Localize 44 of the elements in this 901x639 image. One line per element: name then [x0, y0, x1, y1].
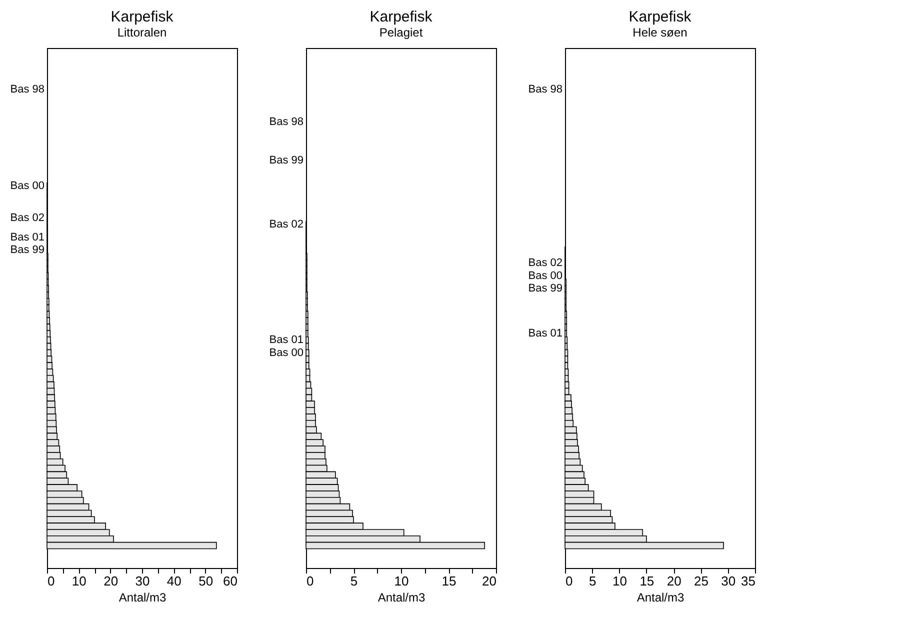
x-tick-label: 40 [166, 574, 182, 588]
y-tick-label: Bas 98 [269, 116, 304, 128]
chart-title: Karpefisk [628, 8, 692, 26]
chart-subtitle: Pelagiet [379, 26, 424, 40]
chart-subtitle: Littoralen [117, 26, 167, 40]
x-tick-label: 10 [72, 574, 86, 588]
y-tick-label: Bas 99 [10, 244, 44, 256]
x-tick-label: 0 [566, 574, 573, 588]
y-tick-label: Bas 98 [528, 84, 562, 96]
x-axis-title: Antal/m3 [378, 590, 426, 604]
x-tick-label: 50 [198, 574, 214, 588]
y-tick-label: Bas 02 [528, 257, 562, 270]
y-tick-label: Bas 99 [269, 154, 304, 166]
y-tick-label: Bas 99 [528, 282, 562, 295]
x-axis-title: Antal/m3 [118, 590, 166, 604]
x-tick-label: 20 [482, 574, 496, 588]
x-tick-label: 15 [640, 574, 654, 588]
x-tick-label: 60 [223, 574, 238, 588]
x-tick-label: 5 [350, 574, 358, 588]
x-tick-label: 10 [612, 574, 628, 588]
y-tick-label: Bas 02 [10, 212, 44, 224]
x-tick-label: 35 [741, 574, 756, 588]
y-tick-label: Bas 00 [269, 346, 304, 359]
y-tick-label: Bas 98 [10, 84, 44, 96]
y-tick-label: Bas 00 [10, 180, 44, 192]
chart-title: Karpefisk [110, 8, 174, 26]
x-tick-label: 25 [694, 574, 708, 588]
x-axis-title: Antal/m3 [636, 590, 684, 604]
x-tick-label: 15 [442, 574, 456, 588]
x-tick-label: 0 [48, 574, 55, 588]
x-tick-label: 30 [135, 574, 150, 588]
x-tick-label: 5 [589, 574, 596, 588]
x-tick-label: 30 [721, 574, 736, 588]
y-tick-label: Bas 01 [269, 334, 304, 346]
y-tick-label: Bas 01 [10, 231, 44, 244]
chart-title: Karpefisk [370, 8, 433, 26]
y-tick-label: Bas 01 [528, 328, 562, 340]
x-tick-label: 0 [306, 574, 314, 588]
x-tick-label: 20 [666, 574, 682, 588]
x-tick-label: 10 [394, 574, 409, 588]
y-tick-label: Bas 02 [269, 218, 304, 231]
chart-subtitle: Hele søen [632, 26, 688, 40]
y-tick-label: Bas 00 [528, 270, 562, 282]
x-tick-label: 20 [104, 574, 118, 588]
